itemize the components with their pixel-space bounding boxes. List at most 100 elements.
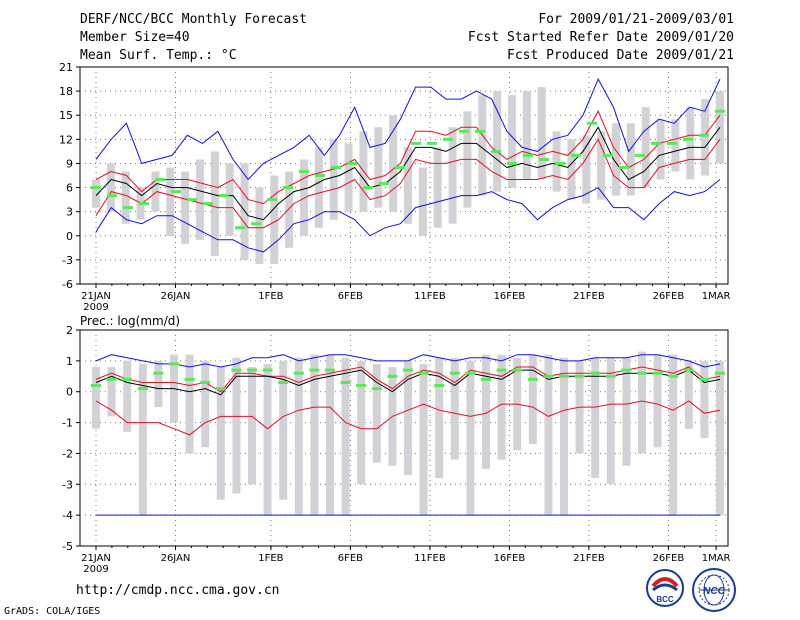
spread-box (92, 179, 100, 208)
obs-marker (621, 368, 632, 372)
obs-marker (153, 371, 164, 375)
obs-marker (231, 368, 242, 372)
series-line-mean (95, 369, 721, 396)
spread-box (701, 99, 710, 176)
x-tick-label: 1MAR (702, 291, 731, 302)
spread-box (653, 354, 662, 448)
obs-marker (449, 371, 460, 375)
panel-title: Prec.: log(mm/d) (80, 314, 180, 328)
obs-marker (555, 161, 565, 165)
spread-box (248, 367, 256, 485)
obs-marker (139, 202, 149, 206)
source-url[interactable]: http://cmdp.ncc.cma.gov.cn (76, 583, 280, 598)
spread-box (626, 123, 635, 196)
spread-box (270, 175, 279, 264)
series-line-p90 (95, 110, 721, 205)
y-tick-label: 15 (59, 109, 73, 122)
spread-box (567, 139, 576, 200)
obs-marker (283, 186, 293, 190)
spread-box (216, 367, 225, 500)
spread-box (669, 354, 678, 516)
x-tick-label: 6FEB (338, 291, 363, 302)
y-tick-label: 12 (59, 133, 73, 146)
obs-marker (184, 377, 195, 381)
y-tick-label: 21 (59, 61, 73, 74)
spread-box (641, 107, 650, 188)
svg-text:BCC: BCC (656, 595, 674, 604)
spread-box (389, 115, 398, 212)
spread-box (638, 351, 646, 454)
bcc-logo: BCC (646, 569, 684, 607)
spread-box (418, 167, 427, 236)
x-tick-label: 6FEB (338, 553, 363, 564)
obs-marker (619, 165, 629, 169)
obs-marker (715, 371, 725, 375)
obs-marker (187, 198, 197, 202)
spread-box (419, 363, 428, 516)
obs-marker (411, 141, 421, 145)
obs-marker (325, 368, 335, 372)
spread-box (344, 143, 353, 212)
spread-box (684, 360, 693, 429)
obs-marker (363, 186, 373, 190)
obs-marker (587, 121, 597, 125)
series-line-p90 (95, 366, 721, 393)
x-tick-label: 26FEB (653, 291, 685, 302)
obs-marker (543, 374, 554, 378)
x-tick-label: 21JAN (81, 291, 111, 302)
obs-marker (637, 371, 647, 375)
series-line-max (95, 77, 721, 181)
obs-marker (395, 165, 405, 169)
series-line-p10 (95, 400, 721, 436)
spread-box (686, 107, 695, 180)
y-tick-label: -4 (62, 509, 73, 522)
spread-box (522, 91, 531, 180)
spread-box (478, 95, 487, 196)
y-tick-label: 6 (66, 182, 73, 195)
obs-marker (123, 206, 133, 210)
plot-frame (79, 66, 729, 285)
y-tick-label: 3 (66, 206, 73, 219)
x-tick-label: 26JAN (161, 553, 191, 564)
spread-box (255, 187, 264, 264)
spread-box (497, 354, 506, 460)
obs-marker (496, 368, 507, 372)
obs-marker (387, 374, 398, 378)
plot-frame (79, 329, 729, 547)
spread-box (279, 360, 288, 500)
spread-box (357, 360, 366, 485)
obs-marker (91, 384, 101, 388)
series-line-max (95, 354, 721, 368)
spread-box (482, 354, 490, 469)
obs-marker (683, 368, 694, 372)
spread-box (716, 91, 724, 164)
y-tick-label: -3 (62, 254, 73, 267)
obs-marker (331, 165, 341, 169)
obs-marker (651, 141, 661, 145)
obs-marker (171, 190, 181, 194)
obs-marker (122, 377, 133, 381)
obs-marker (169, 362, 179, 366)
spread-box (329, 139, 338, 220)
obs-marker (699, 377, 710, 381)
x-tick-label: 1MAR (702, 553, 731, 564)
obs-marker (299, 169, 309, 173)
spread-box (201, 360, 210, 448)
spread-box (716, 360, 724, 516)
x-tick-label: 1FEB (258, 291, 283, 302)
obs-marker (459, 129, 469, 133)
x-tick-label: 21JAN (81, 553, 111, 564)
obs-marker (512, 368, 523, 372)
spread-box (528, 354, 537, 445)
spread-box (196, 159, 204, 240)
spread-box (552, 131, 561, 192)
obs-marker (571, 153, 581, 157)
obs-marker (527, 377, 538, 381)
spread-box (466, 360, 475, 516)
y-tick-label: 0 (66, 386, 73, 399)
spread-box (106, 163, 115, 212)
spread-box (448, 127, 457, 224)
obs-marker (137, 387, 148, 391)
spread-box (310, 354, 319, 516)
